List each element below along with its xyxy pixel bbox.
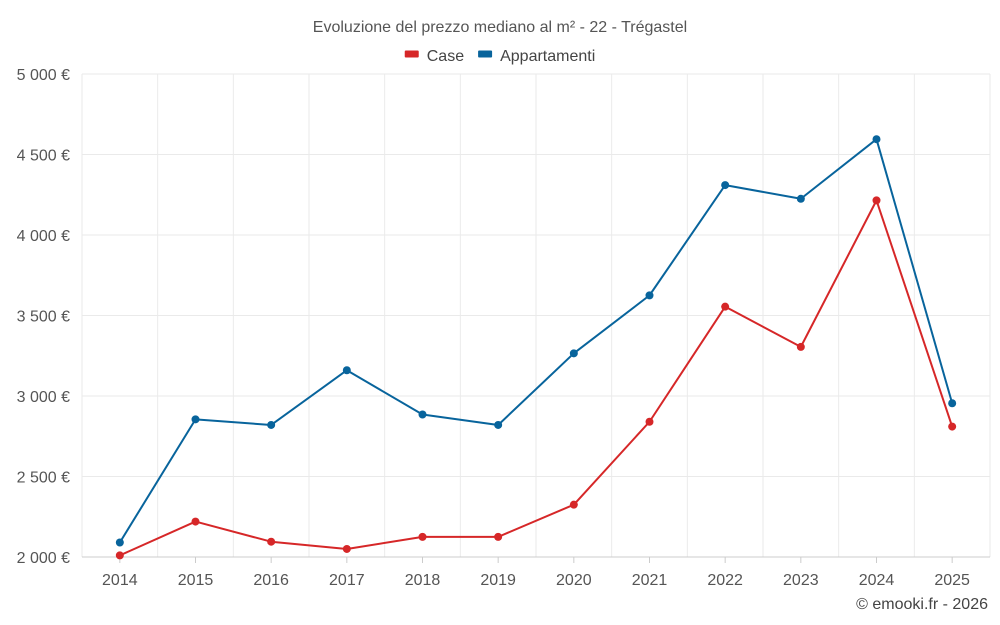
data-point-case[interactable] xyxy=(494,532,503,541)
x-tick-label: 2021 xyxy=(632,572,668,589)
data-point-case[interactable] xyxy=(645,417,654,426)
axes: 2 000 € 2 500 € 3 000 € 3 500 € 4 000 € 4 500… xyxy=(17,67,990,589)
x-tick-label: 2016 xyxy=(253,572,289,589)
data-point-appartamenti[interactable] xyxy=(418,410,427,419)
data-point-case[interactable] xyxy=(796,342,805,351)
legend-item-appartamenti[interactable]: Appartamenti xyxy=(478,48,595,65)
data-point-case[interactable] xyxy=(872,196,881,205)
x-tick-label: 2018 xyxy=(405,572,441,589)
y-tick-label: 3 500 € xyxy=(17,309,70,326)
y-tick-label: 5 000 € xyxy=(17,67,70,84)
data-point-case[interactable] xyxy=(948,422,957,431)
legend-label: Appartamenti xyxy=(500,48,595,65)
legend-label: Case xyxy=(427,48,464,65)
x-tick-label: 2025 xyxy=(934,572,970,589)
data-point-case[interactable] xyxy=(569,500,578,509)
data-point-appartamenti[interactable] xyxy=(721,181,730,190)
data-point-appartamenti[interactable] xyxy=(267,420,276,429)
grid xyxy=(81,73,991,557)
y-tick-label: 4 500 € xyxy=(17,148,70,165)
x-tick-label: 2017 xyxy=(329,572,365,589)
series-line-case xyxy=(119,199,954,557)
legend-swatch xyxy=(404,50,419,58)
data-point-appartamenti[interactable] xyxy=(948,399,957,408)
legend-item-case[interactable]: Case xyxy=(404,48,464,65)
y-tick-label: 2 000 € xyxy=(17,550,70,567)
series-group xyxy=(115,135,957,560)
data-point-case[interactable] xyxy=(721,302,730,311)
data-point-appartamenti[interactable] xyxy=(494,420,503,429)
data-point-appartamenti[interactable] xyxy=(569,349,578,358)
y-tick-label: 4 000 € xyxy=(17,228,70,245)
chart-title: Evoluzione del prezzo mediano al m² - 22… xyxy=(313,19,687,36)
data-point-case[interactable] xyxy=(342,544,351,553)
series-appartamenti xyxy=(115,135,957,547)
data-point-case[interactable] xyxy=(115,551,124,560)
y-tick-label: 3 000 € xyxy=(17,389,70,406)
data-point-case[interactable] xyxy=(418,532,427,541)
x-tick-label: 2015 xyxy=(178,572,214,589)
legend: Case Appartamenti xyxy=(404,48,595,65)
credit-text: © emooki.fr - 2026 xyxy=(856,596,988,613)
x-tick-label: 2024 xyxy=(859,572,895,589)
series-line-appartamenti xyxy=(118,138,954,544)
data-point-appartamenti[interactable] xyxy=(115,538,124,547)
x-tick-label: 2020 xyxy=(556,572,592,589)
data-point-appartamenti[interactable] xyxy=(191,415,200,424)
data-point-appartamenti[interactable] xyxy=(796,194,805,203)
data-point-appartamenti[interactable] xyxy=(342,366,351,375)
data-point-appartamenti[interactable] xyxy=(872,135,881,144)
y-tick-label: 2 500 € xyxy=(17,470,70,487)
x-tick-label: 2014 xyxy=(102,572,138,589)
x-tick-label: 2023 xyxy=(783,572,819,589)
data-point-appartamenti[interactable] xyxy=(645,291,654,300)
x-tick-label: 2019 xyxy=(480,572,516,589)
data-point-case[interactable] xyxy=(191,517,200,526)
legend-swatch xyxy=(478,50,493,58)
series-case xyxy=(115,196,957,560)
x-tick-label: 2022 xyxy=(707,572,743,589)
data-point-case[interactable] xyxy=(267,537,276,546)
